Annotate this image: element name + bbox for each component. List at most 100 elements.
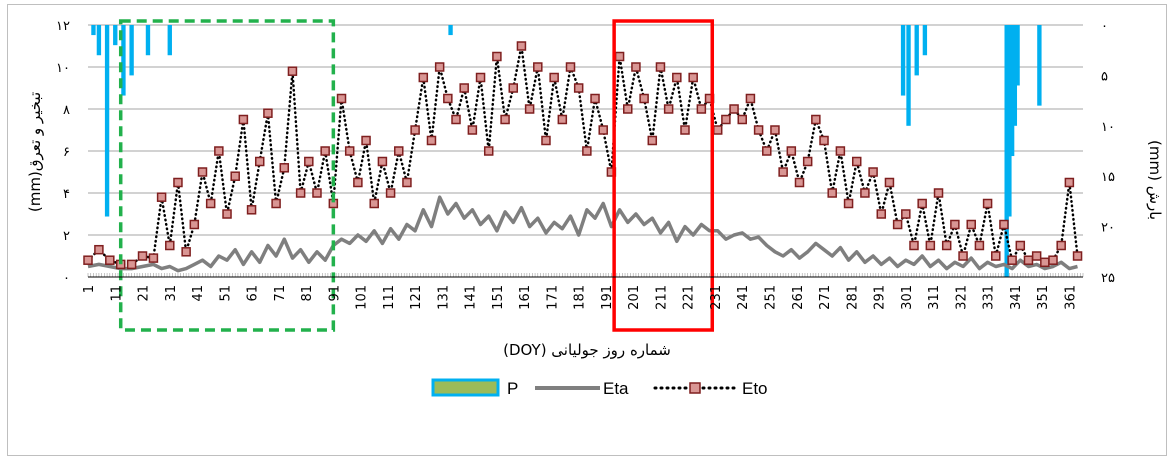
- eto-point: [892, 219, 903, 230]
- x-tick-label: 271: [818, 285, 833, 310]
- eto-point: [238, 114, 249, 125]
- eto-point: [1007, 255, 1017, 265]
- eto-point: [344, 146, 355, 156]
- y-right-tick-label: ۱۵: [1101, 170, 1115, 185]
- x-tick-label: 251: [764, 285, 779, 310]
- x-tick-label: 101: [355, 285, 370, 310]
- x-tick-label: 61: [246, 285, 261, 302]
- y-right-tick-label: ۰: [1101, 19, 1108, 34]
- eto-point: [639, 93, 649, 104]
- x-tick-label: 41: [191, 285, 206, 302]
- eto-point: [304, 156, 314, 167]
- x-tick-label: 341: [1009, 285, 1024, 310]
- x-axis-title: شماره روز جولیانی (DOY): [503, 341, 671, 359]
- y-left-tick-label: ۶: [63, 145, 70, 160]
- y-right-tick-label: ۱۰: [1101, 120, 1115, 135]
- y-right-tick-label: ۵: [1101, 69, 1108, 84]
- eto-point: [336, 93, 347, 104]
- x-tick-label: 171: [545, 285, 560, 310]
- y-left-axis-title: تبخیر و تعرق(mm): [26, 92, 44, 212]
- eto-point: [712, 125, 723, 135]
- x-tick-label: 191: [600, 285, 615, 310]
- x-tick-label: 1: [82, 285, 97, 293]
- eto-point: [222, 209, 232, 219]
- eto-point: [279, 163, 290, 173]
- eto-point: [443, 93, 453, 104]
- eto-point: [1056, 240, 1066, 251]
- eto-point: [573, 83, 584, 93]
- eto-point: [312, 188, 322, 198]
- eto-point: [851, 156, 862, 167]
- eto-point: [680, 125, 690, 135]
- eto-point: [418, 72, 429, 83]
- y-right-axis-title: بارش (mm): [1146, 140, 1164, 220]
- legend-eto-label: Eto: [742, 379, 768, 398]
- x-tick-label: 221: [682, 285, 697, 310]
- eto-point: [533, 62, 543, 72]
- eto-point: [1072, 251, 1083, 261]
- precip-bar: [129, 25, 134, 76]
- eto-point: [982, 198, 993, 209]
- precip-bar: [1007, 25, 1012, 217]
- eto-point: [590, 93, 600, 104]
- x-tick-label: 181: [573, 285, 588, 310]
- eto-point: [483, 146, 494, 156]
- x-tick-label: 71: [273, 285, 288, 302]
- eto-point: [137, 251, 148, 261]
- eto-point: [778, 167, 788, 177]
- precip-bar: [91, 25, 96, 36]
- eto-point: [582, 146, 592, 156]
- x-tick-label: 291: [873, 285, 888, 310]
- eto-point: [876, 209, 887, 219]
- eto-point: [189, 219, 200, 230]
- eto-point: [287, 66, 298, 76]
- eto-point: [786, 146, 797, 156]
- eto-point: [181, 247, 191, 257]
- x-tick-label: 241: [736, 285, 751, 310]
- eto-point: [492, 51, 502, 62]
- y-right-tick-label: ۲۰: [1101, 221, 1115, 236]
- x-tick-label: 21: [137, 285, 152, 302]
- x-tick-label: 321: [954, 285, 969, 310]
- precip-bar: [1015, 25, 1020, 86]
- precip-bar: [104, 25, 110, 217]
- highlight-boxes: [118, 19, 715, 332]
- precip-bar: [906, 25, 911, 126]
- eto-point: [941, 240, 952, 251]
- eto-point: [500, 114, 510, 125]
- x-tick-label: 121: [409, 285, 424, 310]
- eto-point: [933, 188, 944, 198]
- eto-point: [598, 125, 608, 135]
- eto-point: [753, 125, 764, 135]
- eto-point: [811, 114, 821, 125]
- eto-point: [672, 72, 682, 83]
- eto-point: [827, 188, 837, 198]
- x-tick-label: 91: [327, 285, 342, 302]
- precip-bar: [914, 25, 919, 76]
- precip-bar: [900, 25, 906, 96]
- eto-point: [614, 51, 625, 62]
- eto-point: [901, 209, 911, 219]
- x-tick-label: 211: [654, 285, 669, 310]
- legend-eta-label: Eta: [603, 379, 629, 398]
- eto-point: [721, 114, 731, 125]
- eto-point: [974, 240, 985, 251]
- eto-point: [197, 167, 208, 177]
- x-tick-label: 301: [900, 285, 915, 310]
- x-tick-label: 141: [464, 285, 479, 310]
- precip-bar: [96, 25, 102, 56]
- eto-point: [1015, 240, 1026, 251]
- eto-point: [999, 219, 1009, 230]
- eto-point: [802, 156, 813, 167]
- eto-point: [508, 83, 519, 93]
- eto-point: [126, 259, 137, 270]
- eto-point: [819, 135, 829, 146]
- eto-point: [353, 177, 363, 188]
- precip-bars: [91, 25, 1042, 277]
- x-tick-label: 331: [982, 285, 997, 310]
- legend-p-label: P: [507, 379, 518, 398]
- eto-point: [966, 219, 976, 230]
- precip-bar: [448, 25, 453, 36]
- eto-point: [991, 251, 1001, 261]
